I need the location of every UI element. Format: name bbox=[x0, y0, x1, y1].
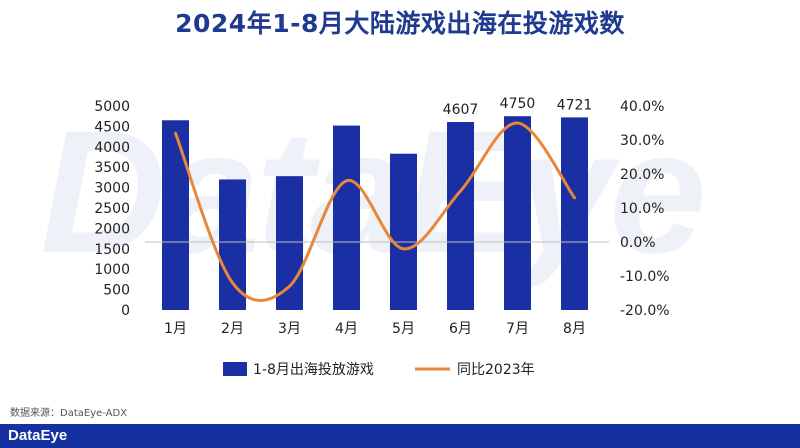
y-left-tick-label: 0 bbox=[121, 303, 130, 319]
x-tick-label: 7月 bbox=[506, 321, 529, 337]
y-left-tick-label: 2500 bbox=[94, 201, 130, 217]
y-left-tick-label: 1500 bbox=[94, 242, 130, 258]
legend-bar-swatch bbox=[223, 362, 247, 376]
bar bbox=[162, 120, 189, 310]
y-right-tick-label: 40.0% bbox=[620, 99, 664, 115]
y-left-tick-label: 500 bbox=[103, 283, 130, 299]
bar-data-label: 4607 bbox=[443, 102, 479, 118]
y-right-tick-label: -10.0% bbox=[620, 269, 670, 285]
bar bbox=[504, 116, 531, 310]
watermark: DataEye bbox=[40, 95, 707, 290]
bar bbox=[561, 117, 588, 310]
bar bbox=[390, 153, 417, 310]
source-note: 数据来源：DataEye-ADX bbox=[10, 408, 128, 419]
bar bbox=[219, 179, 246, 310]
y-right-tick-label: 20.0% bbox=[620, 167, 664, 183]
bar-data-label: 4721 bbox=[557, 97, 593, 113]
y-left-tick-label: 4500 bbox=[94, 119, 130, 135]
y-left-tick-label: 4000 bbox=[94, 140, 130, 156]
x-tick-label: 8月 bbox=[563, 321, 586, 337]
y-left-tick-label: 1000 bbox=[94, 262, 130, 278]
bar bbox=[447, 122, 474, 311]
bar-data-label: 4750 bbox=[500, 96, 536, 112]
bar bbox=[276, 176, 303, 310]
x-tick-label: 1月 bbox=[164, 321, 187, 337]
x-tick-label: 3月 bbox=[278, 321, 301, 337]
footer-bar: DataEye bbox=[0, 424, 800, 448]
x-tick-label: 4月 bbox=[335, 321, 358, 337]
y-left-tick-label: 2000 bbox=[94, 221, 130, 237]
y-right-tick-label: 0.0% bbox=[620, 235, 656, 251]
x-tick-label: 6月 bbox=[449, 321, 472, 337]
y-left-tick-label: 5000 bbox=[94, 99, 130, 115]
y-right-tick-label: -20.0% bbox=[620, 303, 670, 319]
y-left-tick-label: 3000 bbox=[94, 181, 130, 197]
x-tick-label: 5月 bbox=[392, 321, 415, 337]
legend-line-label: 同比2023年 bbox=[457, 362, 535, 378]
bar bbox=[333, 125, 360, 310]
y-right-tick-label: 30.0% bbox=[620, 133, 664, 149]
y-right-tick-label: 10.0% bbox=[620, 201, 664, 217]
x-tick-label: 2月 bbox=[221, 321, 244, 337]
chart-title: 2024年1-8月大陆游戏出海在投游戏数 bbox=[175, 9, 625, 38]
series-line bbox=[174, 121, 576, 302]
footer-logo: DataEye bbox=[8, 427, 68, 444]
y-left-tick-label: 3500 bbox=[94, 160, 130, 176]
legend-bar-label: 1-8月出海投放游戏 bbox=[253, 362, 374, 378]
